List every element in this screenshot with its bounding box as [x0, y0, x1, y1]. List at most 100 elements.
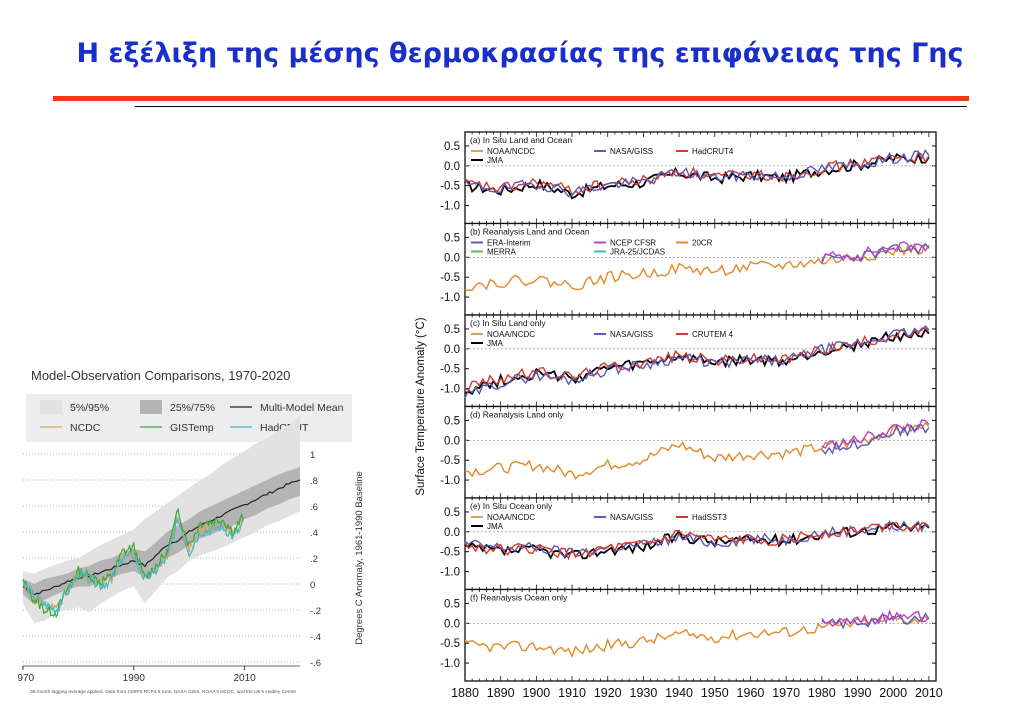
legend-swatch-0	[40, 400, 62, 414]
legend-label-1: 25%/75%	[170, 402, 215, 414]
legend-label: JMA	[487, 522, 504, 531]
series-line-era-interim	[821, 243, 930, 264]
legend-label: NASA/GISS	[610, 330, 653, 339]
title-underline-black	[135, 106, 967, 107]
x-tick-label: 1990	[123, 673, 146, 684]
chart-title: Model-Observation Comparisons, 1970-2020	[31, 368, 290, 383]
y-tick-label: 0.0	[444, 435, 460, 447]
y-tick-label: -1.0	[440, 567, 460, 579]
legend-label-0: 5%/95%	[70, 402, 109, 414]
y-tick-label: 0.0	[444, 527, 460, 539]
legend-label: 20CR	[692, 239, 713, 248]
x-tick-label: 1910	[558, 686, 586, 700]
panel-label: (e) In Situ Ocean only	[470, 501, 553, 511]
legend-label: JRA-25/JCDAS	[610, 248, 665, 257]
legend-label: NASA/GISS	[610, 147, 653, 156]
surface-temperature-panels: 0.5 0.0 -0.5 -1.0 (a) In Situ Land and Ocean…	[415, 131, 943, 700]
panel-frame	[464, 222, 937, 316]
x-tick-label: 1970	[18, 673, 35, 684]
x-tick-label: 1970	[772, 686, 800, 700]
legend-label: MERRA	[487, 248, 517, 257]
panel-label: (a) In Situ Land and Ocean	[470, 135, 572, 145]
y-tick-label: -1.0	[440, 292, 460, 304]
legend-label: HadCRUT4	[692, 147, 734, 156]
series-line-hadsst3	[464, 521, 930, 561]
y-axis-label: Surface Temperature Anomaly (°C)	[415, 317, 427, 495]
x-tick-label: 1920	[594, 686, 622, 700]
x-tick-label: 1900	[522, 686, 550, 700]
legend-label-2: Multi-Model Mean	[260, 402, 344, 414]
y-tick-label: 0.5	[444, 324, 460, 336]
band-25-75	[23, 467, 300, 605]
legend-label: NOAA/NCDC	[487, 330, 535, 339]
y-tick-label: 0.5	[444, 415, 460, 427]
y-tick-label: -.4	[310, 632, 321, 643]
x-tick-label: 2010	[915, 686, 943, 700]
legend-swatch-1	[140, 400, 162, 414]
x-tick-label: 1960	[737, 686, 765, 700]
footnote: 36-month lagging average applied. Data f…	[30, 689, 296, 695]
y-tick-label: .8	[310, 476, 318, 487]
legend-label: ERA-Interim	[487, 239, 531, 248]
y-tick-label: 0.5	[444, 141, 460, 153]
y-tick-label: 1	[310, 450, 315, 461]
y-tick-label: 0.5	[444, 598, 460, 610]
y-tick-label: -1.0	[440, 384, 460, 396]
legend-label: NCEP CFSR	[610, 239, 656, 248]
x-tick-label: 2000	[879, 686, 907, 700]
panel-label: (f) Reanalysis Ocean only	[470, 593, 568, 603]
y-tick-label: -1.0	[440, 475, 460, 487]
legend-label-3: NCDC	[70, 422, 101, 434]
series-line-era-interim	[821, 423, 930, 455]
y-tick-label: .6	[310, 502, 318, 513]
y-tick-label: -0.5	[440, 364, 460, 376]
y-tick-label: 0.5	[444, 232, 460, 244]
x-tick-label: 1890	[487, 686, 515, 700]
x-tick-label: 1940	[665, 686, 693, 700]
series-line-nasa-giss	[464, 148, 930, 198]
y-tick-label: 0.0	[444, 252, 460, 264]
y-tick-label: -1.0	[440, 658, 460, 670]
legend-label: HadSST3	[692, 513, 727, 522]
legend-label: NOAA/NCDC	[487, 147, 535, 156]
y-tick-label: .2	[310, 554, 318, 565]
title-underline-red	[53, 96, 969, 101]
y-tick-label: 0	[310, 580, 315, 591]
series-line-hadcrut	[22, 518, 244, 616]
panel-label: (c) In Situ Land only	[470, 318, 546, 328]
y-tick-label: 0.0	[444, 161, 460, 173]
x-tick-label: 1990	[844, 686, 872, 700]
y-tick-label: 0.0	[444, 344, 460, 356]
y-tick-label: -0.5	[440, 181, 460, 193]
legend-label: JMA	[487, 339, 504, 348]
y-tick-label: .4	[310, 528, 318, 539]
model-observation-chart: Model-Observation Comparisons, 1970-2020…	[18, 368, 365, 695]
legend-label: JMA	[487, 156, 504, 165]
legend-label: NASA/GISS	[610, 513, 653, 522]
series-line-20cr	[464, 615, 930, 658]
panel-frame	[464, 497, 937, 591]
y-tick-label: -0.5	[440, 272, 460, 284]
y-tick-label: -0.5	[440, 638, 460, 650]
x-tick-label: 1950	[701, 686, 729, 700]
x-tick-label: 2010	[233, 673, 256, 684]
series-line-ncep-cfsr	[821, 609, 930, 628]
panel-label: (d) Reanalysis Land only	[470, 410, 564, 420]
y-tick-label: -.2	[310, 606, 321, 617]
series-line-jma	[464, 151, 930, 200]
page-title: Η εξέλιξη της μέσης θερμοκρασίας της επι…	[76, 38, 964, 69]
x-tick-label: 1880	[451, 686, 479, 700]
y-tick-label: -0.5	[440, 455, 460, 467]
series-line-gistemp	[22, 507, 244, 619]
y-axis-label: Degrees C Anomaly, 1961-1990 Baseline	[354, 471, 365, 645]
series-line-ncep-cfsr	[821, 241, 930, 262]
x-tick-label: 1930	[630, 686, 658, 700]
panel-label: (b) Reanalysis Land and Ocean	[470, 227, 590, 237]
series-line-nasa-giss	[464, 324, 930, 399]
y-tick-label: -1.0	[440, 201, 460, 213]
panel-frame	[464, 405, 937, 499]
legend-label: CRUTEM 4	[692, 330, 733, 339]
legend-label: NOAA/NCDC	[487, 513, 535, 522]
y-tick-label: 0.0	[444, 618, 460, 630]
x-tick-label: 1980	[808, 686, 836, 700]
